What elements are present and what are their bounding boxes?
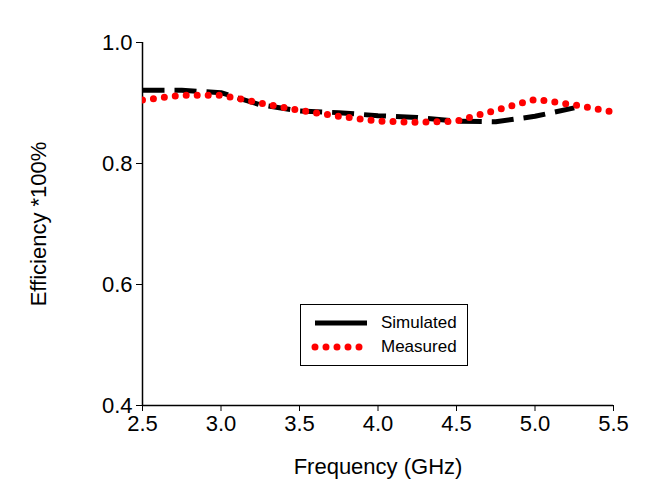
svg-text:0.6: 0.6 — [102, 272, 133, 297]
svg-text:3.0: 3.0 — [206, 411, 237, 436]
svg-text:Efficiency *100%: Efficiency *100% — [26, 142, 51, 307]
html-text:Simulated: Simulated — [381, 313, 457, 332]
svg-text:5.5: 5.5 — [598, 411, 629, 436]
svg-text:2.5: 2.5 — [127, 411, 158, 437]
svg-text:0.8: 0.8 — [102, 151, 133, 176]
svg-text:4.0: 4.0 — [363, 411, 394, 436]
svg-text:Frequency (GHz): Frequency (GHz) — [294, 454, 463, 479]
svg-text:1.0: 1.0 — [102, 30, 133, 55]
svg-text:4.5: 4.5 — [441, 411, 472, 436]
svg-text:0.4: 0.4 — [102, 393, 133, 418]
html-text:Measured: Measured — [381, 337, 457, 356]
svg-text:5.0: 5.0 — [520, 411, 551, 436]
svg-text:3.5: 3.5 — [284, 411, 315, 436]
